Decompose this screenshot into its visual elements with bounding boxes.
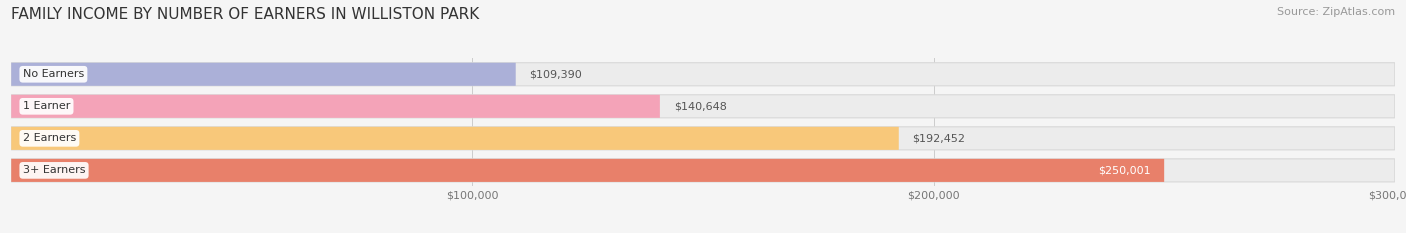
Text: 3+ Earners: 3+ Earners [22,165,86,175]
Text: $109,390: $109,390 [530,69,582,79]
FancyBboxPatch shape [11,127,898,150]
Text: $192,452: $192,452 [912,133,966,143]
Text: No Earners: No Earners [22,69,84,79]
Text: $250,001: $250,001 [1098,165,1150,175]
FancyBboxPatch shape [11,127,1395,150]
FancyBboxPatch shape [11,95,1395,118]
Text: 2 Earners: 2 Earners [22,133,76,143]
Text: Source: ZipAtlas.com: Source: ZipAtlas.com [1277,7,1395,17]
Text: 1 Earner: 1 Earner [22,101,70,111]
FancyBboxPatch shape [11,159,1395,182]
Text: $140,648: $140,648 [673,101,727,111]
FancyBboxPatch shape [11,63,516,86]
FancyBboxPatch shape [11,159,1164,182]
FancyBboxPatch shape [11,63,1395,86]
FancyBboxPatch shape [11,95,659,118]
Text: FAMILY INCOME BY NUMBER OF EARNERS IN WILLISTON PARK: FAMILY INCOME BY NUMBER OF EARNERS IN WI… [11,7,479,22]
